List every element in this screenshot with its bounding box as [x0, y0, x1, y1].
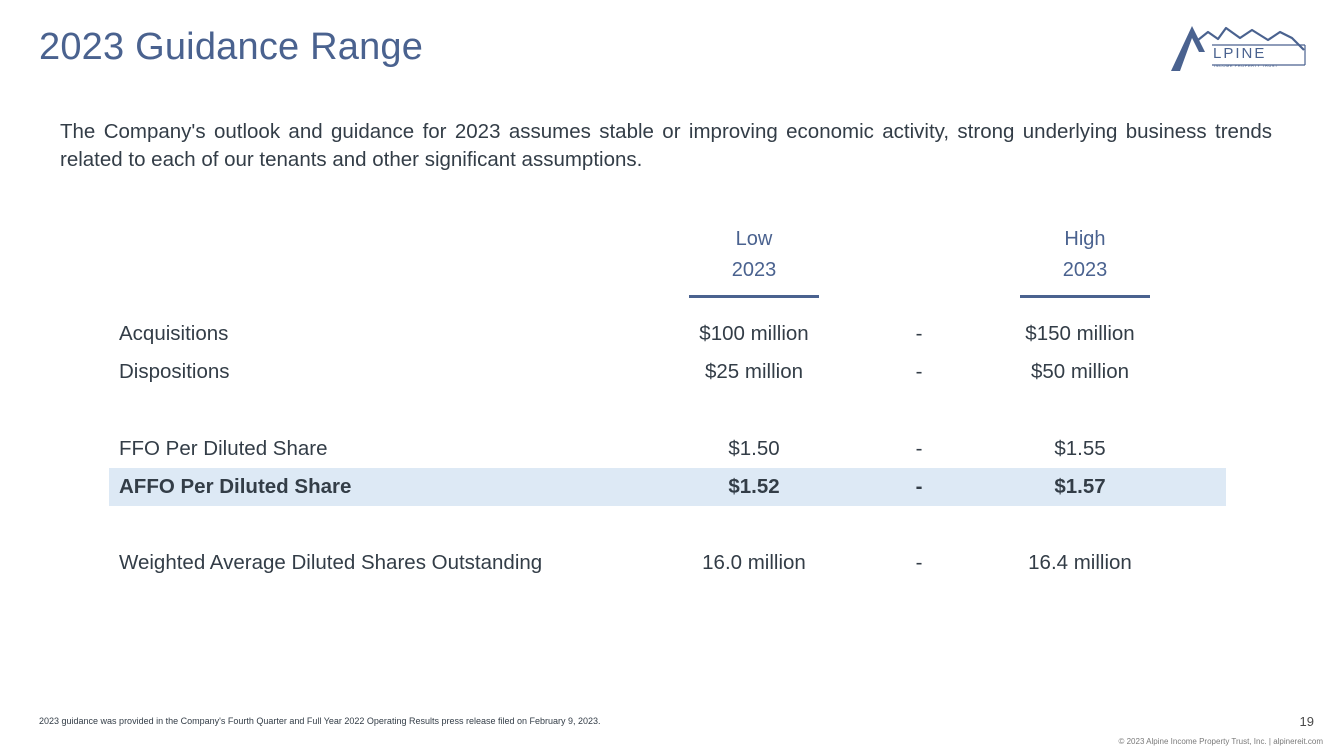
row-high-value: $150 million: [1025, 322, 1135, 345]
page-number: 19: [1299, 714, 1314, 729]
column-header-low-label: Low: [735, 228, 773, 250]
row-separator: -: [915, 475, 923, 498]
logo-wordmark: LPINE: [1213, 45, 1267, 62]
column-header-high: High 2023: [1020, 224, 1150, 298]
logo-subtext: INCOME PROPERTY TRUST: [1214, 63, 1278, 68]
copyright-notice: © 2023 Alpine Income Property Trust, Inc…: [1118, 737, 1323, 746]
row-separator: -: [915, 551, 923, 574]
row-high-value: 16.4 million: [1028, 551, 1132, 574]
row-label: Acquisitions: [119, 322, 229, 345]
column-header-high-label: High: [1064, 228, 1106, 250]
row-low-value: $1.52: [728, 475, 780, 498]
column-header-low-rule: [689, 295, 819, 298]
alpine-logo-icon: [1171, 26, 1306, 71]
table-row-weighted-shares: Weighted Average Diluted Shares Outstand…: [109, 544, 1226, 582]
row-low-value: $25 million: [705, 360, 803, 383]
page-title: 2023 Guidance Range: [39, 26, 424, 68]
intro-paragraph: The Company's outlook and guidance for 2…: [60, 120, 1272, 171]
row-separator: -: [915, 360, 923, 383]
row-high-value: $1.55: [1054, 437, 1106, 460]
column-header-high-year: 2023: [1062, 259, 1108, 281]
row-low-value: 16.0 million: [702, 551, 806, 574]
row-label: Weighted Average Diluted Shares Outstand…: [119, 551, 543, 574]
row-high-value: $50 million: [1031, 360, 1129, 383]
table-row-ffo: FFO Per Diluted Share $1.50 - $1.55: [109, 430, 1226, 468]
table-row-acquisitions: Acquisitions $100 million - $150 million: [109, 315, 1226, 353]
table-row-dispositions: Dispositions $25 million - $50 million: [109, 353, 1226, 391]
table-row-affo: AFFO Per Diluted Share $1.52 - $1.57: [109, 468, 1226, 506]
footnote: 2023 guidance was provided in the Compan…: [39, 716, 601, 726]
row-low-value: $1.50: [728, 437, 780, 460]
row-label: AFFO Per Diluted Share: [119, 475, 352, 498]
column-header-low: Low 2023: [689, 224, 819, 298]
column-header-high-rule: [1020, 295, 1150, 298]
row-low-value: $100 million: [699, 322, 809, 345]
column-header-low-year: 2023: [731, 259, 777, 281]
row-separator: -: [915, 437, 923, 460]
row-separator: -: [915, 322, 923, 345]
row-high-value: $1.57: [1054, 475, 1106, 498]
row-label: Dispositions: [119, 360, 230, 383]
row-label: FFO Per Diluted Share: [119, 437, 328, 460]
